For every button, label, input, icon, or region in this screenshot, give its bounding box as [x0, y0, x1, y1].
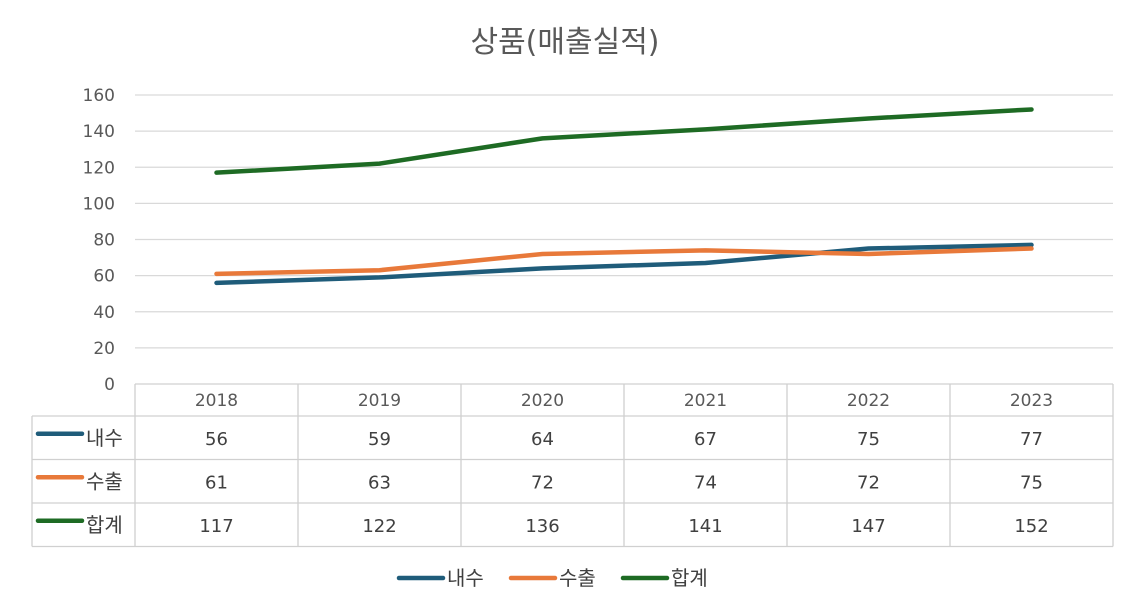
table-cell-value: 74 — [694, 472, 717, 493]
table-cell-value: 72 — [531, 472, 554, 493]
table-cell-value: 147 — [851, 516, 885, 537]
table-cell-value: 122 — [362, 516, 396, 537]
y-tick-label: 160 — [83, 86, 115, 106]
y-tick-label: 40 — [93, 303, 115, 323]
table-cell-value: 152 — [1014, 516, 1048, 537]
table-cell-value: 59 — [368, 429, 391, 450]
legend-label: 수출 — [559, 566, 596, 590]
table-row-label: 합계 — [86, 513, 123, 537]
table-cell-value: 61 — [205, 472, 228, 493]
table-cell-value: 141 — [688, 516, 722, 537]
series-line-수출 — [214, 246, 1034, 277]
x-category-label: 2021 — [684, 391, 727, 411]
y-tick-label: 120 — [83, 158, 115, 178]
y-tick-label: 0 — [104, 375, 115, 395]
series-line-내수 — [214, 242, 1034, 286]
x-category-label: 2019 — [358, 391, 401, 411]
table-cell-value: 75 — [1020, 472, 1043, 493]
table-row-label: 수출 — [86, 469, 123, 493]
y-tick-label: 100 — [83, 194, 115, 214]
table-cell-value: 64 — [531, 429, 554, 450]
table-cell-value: 67 — [694, 429, 717, 450]
x-category-label: 2020 — [521, 391, 564, 411]
y-tick-label: 20 — [93, 339, 115, 359]
table-cell-value: 72 — [857, 472, 880, 493]
table-row-label: 내수 — [86, 426, 123, 450]
legend-label: 내수 — [447, 566, 484, 590]
x-category-label: 2022 — [847, 391, 890, 411]
y-tick-label: 60 — [93, 267, 115, 287]
table-cell-value: 63 — [368, 472, 391, 493]
chart-title: 상품(매출실적) — [470, 25, 659, 60]
table-cell-value: 136 — [525, 516, 559, 537]
y-tick-label: 80 — [93, 231, 115, 251]
table-cell-value: 56 — [205, 429, 228, 450]
table-cell-value: 117 — [199, 516, 233, 537]
series-line-합계 — [214, 107, 1034, 175]
x-category-label: 2023 — [1010, 391, 1053, 411]
x-category-label: 2018 — [195, 391, 238, 411]
table-cell-value: 75 — [857, 429, 880, 450]
legend-label: 합계 — [671, 566, 708, 590]
y-tick-label: 140 — [83, 122, 115, 142]
table-cell-value: 77 — [1020, 429, 1043, 450]
